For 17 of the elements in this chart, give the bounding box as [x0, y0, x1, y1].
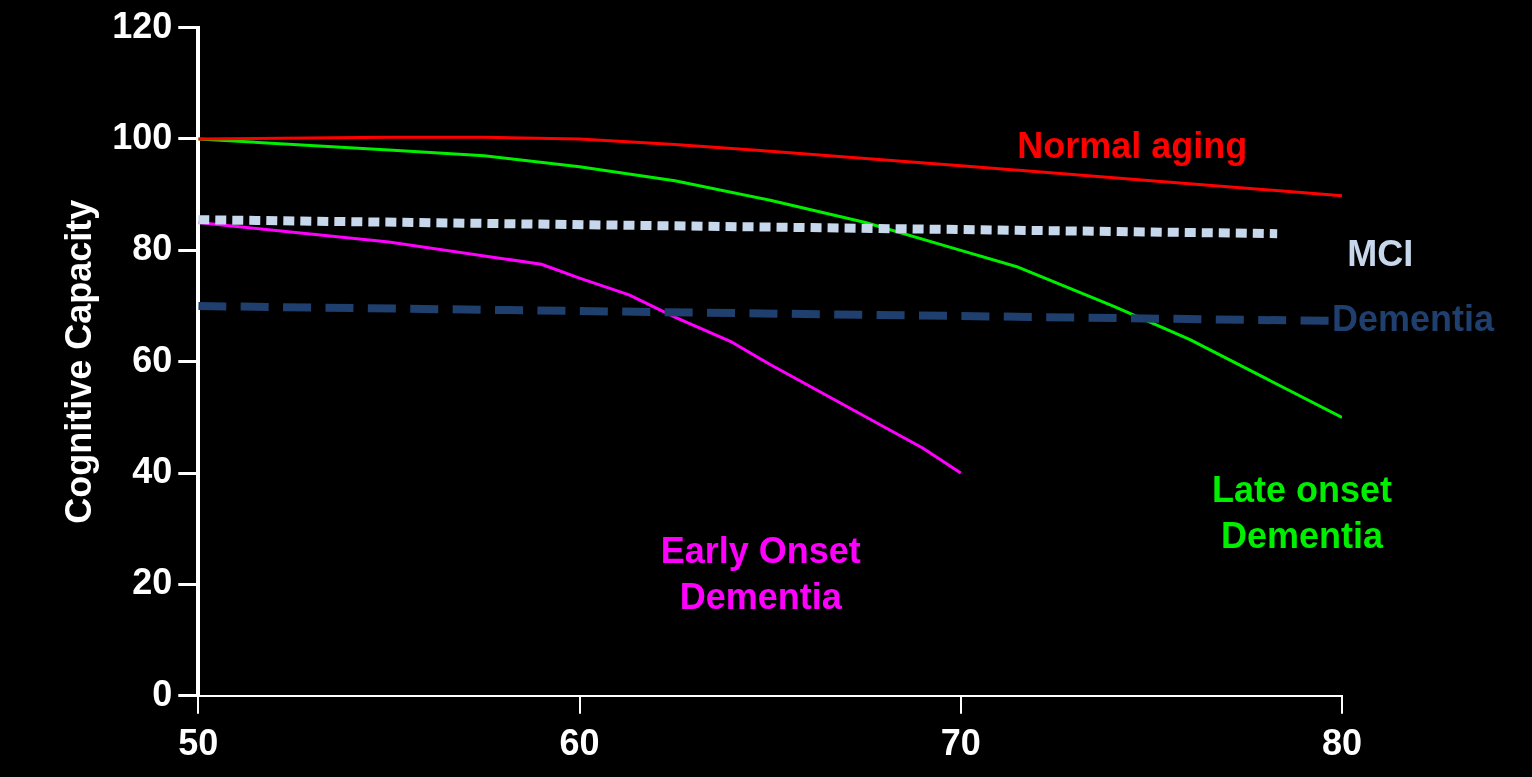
x-tick-label: 50 [178, 722, 219, 764]
y-tick-label: 100 [112, 115, 173, 157]
y-axis-title: Cognitive Capacity [57, 199, 99, 524]
text: Early Onset Dementia [660, 529, 861, 617]
x-tick-label: 60 [559, 722, 600, 764]
text: Late onset Dementia [1211, 469, 1393, 557]
series-label: Normal aging [1017, 124, 1248, 166]
series-label: MCI [1347, 232, 1414, 274]
x-tick-label: 80 [1321, 722, 1363, 764]
y-tick-label: 120 [112, 4, 173, 46]
y-tick-label: 60 [132, 338, 173, 380]
y-tick-label: 20 [132, 561, 173, 603]
y-tick-label: 0 [152, 672, 173, 714]
y-tick-label: 40 [132, 449, 173, 491]
series-label: Dementia [1332, 297, 1496, 339]
x-tick-label: 70 [940, 722, 981, 764]
y-tick-label: 80 [132, 227, 173, 269]
